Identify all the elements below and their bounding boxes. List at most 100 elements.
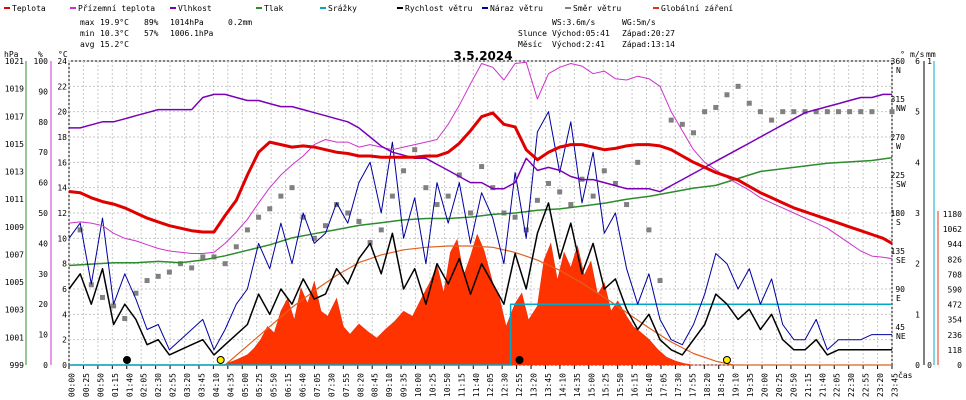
x-tick-label: 00:25 <box>82 373 91 397</box>
legend-label: Teplota <box>12 4 46 13</box>
wind-tick-label: 1 <box>915 310 920 319</box>
wind-direction-point <box>835 109 841 115</box>
rad-tick-label: 826 <box>948 255 963 264</box>
wind-direction-point <box>657 278 663 284</box>
dir-name-label: N <box>896 66 901 75</box>
moonrise-marker <box>122 356 131 364</box>
x-tick-label: 23:20 <box>876 373 885 397</box>
rad-tick-label: 118 <box>948 346 963 355</box>
pct-unit: % <box>38 50 43 59</box>
temp-axis-tick-label: 12 <box>57 209 67 218</box>
dir-name-label: W <box>896 142 901 151</box>
wind-direction-point <box>322 223 328 229</box>
wind-direction-point <box>412 147 418 153</box>
wind-direction-point <box>512 214 518 220</box>
x-tick-label: 05:25 <box>255 373 264 397</box>
x-tick-label: 08:45 <box>371 373 380 397</box>
x-tick-label: 09:10 <box>385 373 394 397</box>
dir-name-label: NW <box>896 104 906 113</box>
x-tick-label: 05:00 <box>241 373 250 397</box>
info-moon-rise: Východ:2:41 <box>552 40 605 49</box>
series-temperature <box>68 111 893 245</box>
stat-min-label: min <box>80 29 95 38</box>
series-global-radiation <box>69 233 892 366</box>
info-moon-label: Měsíc <box>518 40 542 49</box>
info-sun-set: Západ:20:27 <box>622 29 675 38</box>
rad-tick-label: 236 <box>948 331 963 340</box>
x-tick-label: 16:15 <box>631 373 640 397</box>
hpa-axis-tick-label: 1003 <box>5 306 24 315</box>
hpa-axis-tick-label: 1021 <box>5 57 24 66</box>
stat-min-hum: 57% <box>144 29 159 38</box>
x-tick-label: 03:45 <box>197 373 206 397</box>
x-tick-label: 20:00 <box>761 373 770 397</box>
hpa-axis-tick-label: 1015 <box>5 140 24 149</box>
wind-direction-point <box>88 282 94 288</box>
info-sun-rise: Východ:05:41 <box>552 29 610 38</box>
dir-tick-label: 180 <box>891 209 906 218</box>
x-tick-label: 15:00 <box>587 373 596 397</box>
pct-axis-tick-label: 40 <box>38 239 48 248</box>
x-tick-label: 18:20 <box>703 373 712 397</box>
rad-tick-label: 1062 <box>943 225 962 234</box>
legend-label: Směr větru <box>573 4 621 13</box>
wind-direction-point <box>523 227 529 233</box>
dir-tick-label: 225 <box>891 171 906 180</box>
pct-axis-tick-label: 10 <box>38 331 48 340</box>
wind-direction-point <box>813 109 819 115</box>
stat-avg-temp: 15.2°C <box>100 40 129 49</box>
dir-tick-label: 270 <box>891 133 906 142</box>
wind-direction-point <box>222 261 228 267</box>
dir-name-label: NE <box>896 332 906 341</box>
hpa-axis-tick-label: 1017 <box>5 112 24 121</box>
series-humidity <box>69 93 892 193</box>
series-ground-temperature <box>68 61 893 260</box>
wind-direction-point <box>144 278 150 284</box>
x-tick-label: 10:00 <box>414 373 423 397</box>
dir-name-label: S <box>896 218 901 227</box>
hpa-axis-tick-label: 999 <box>10 361 25 370</box>
temp-axis-tick-label: 16 <box>57 158 67 167</box>
hpa-unit: hPa <box>4 50 19 59</box>
x-tick-label: 13:20 <box>530 373 539 397</box>
wind-direction-point <box>479 164 485 170</box>
stat-max-temp: 19.9°C <box>100 18 129 27</box>
wind-direction-point <box>557 189 563 195</box>
wind-direction-point <box>356 218 362 224</box>
temp-unit: °C <box>58 50 68 59</box>
wind-direction-point <box>345 210 351 216</box>
wind-direction-point <box>858 109 864 115</box>
wind-direction-point <box>646 227 652 233</box>
x-tick-label: 11:40 <box>472 373 481 397</box>
wind-direction-point <box>724 92 730 98</box>
wind-tick-label: 2 <box>915 260 920 269</box>
wind-direction-point <box>189 265 195 271</box>
series-wind-speed <box>68 202 892 356</box>
x-tick-label: 15:50 <box>616 373 625 397</box>
wind-tick-label: 4 <box>915 158 920 167</box>
x-tick-label: 02:05 <box>140 373 149 397</box>
pct-axis-tick-label: 20 <box>38 300 48 309</box>
moonset-marker <box>515 356 524 364</box>
x-tick-label: 21:15 <box>804 373 813 397</box>
info-moon-set: Západ:13:14 <box>622 40 675 49</box>
wind-direction-point <box>679 121 685 127</box>
x-tick-label: 17:05 <box>659 373 668 397</box>
series-pressure <box>68 156 893 267</box>
dir-tick-label: 135 <box>891 247 906 256</box>
wind-direction-point <box>367 240 373 246</box>
x-tick-label: 13:45 <box>544 373 553 397</box>
wind-direction-point <box>847 109 853 115</box>
rain-unit: mm <box>926 50 936 59</box>
wind-direction-point <box>757 109 763 115</box>
wind-direction-point <box>802 109 808 115</box>
pct-axis-tick-label: 0 <box>43 361 48 370</box>
pct-axis-tick-label: 80 <box>38 118 48 127</box>
x-tick-label: 23:45 <box>891 373 900 397</box>
series-clear-sky-radiation <box>69 245 892 366</box>
rad-tick-label: 590 <box>948 286 963 295</box>
wind-direction-point <box>668 117 674 123</box>
wind-tick-label: 3 <box>915 209 920 218</box>
temp-axis-tick-label: 24 <box>57 57 67 66</box>
